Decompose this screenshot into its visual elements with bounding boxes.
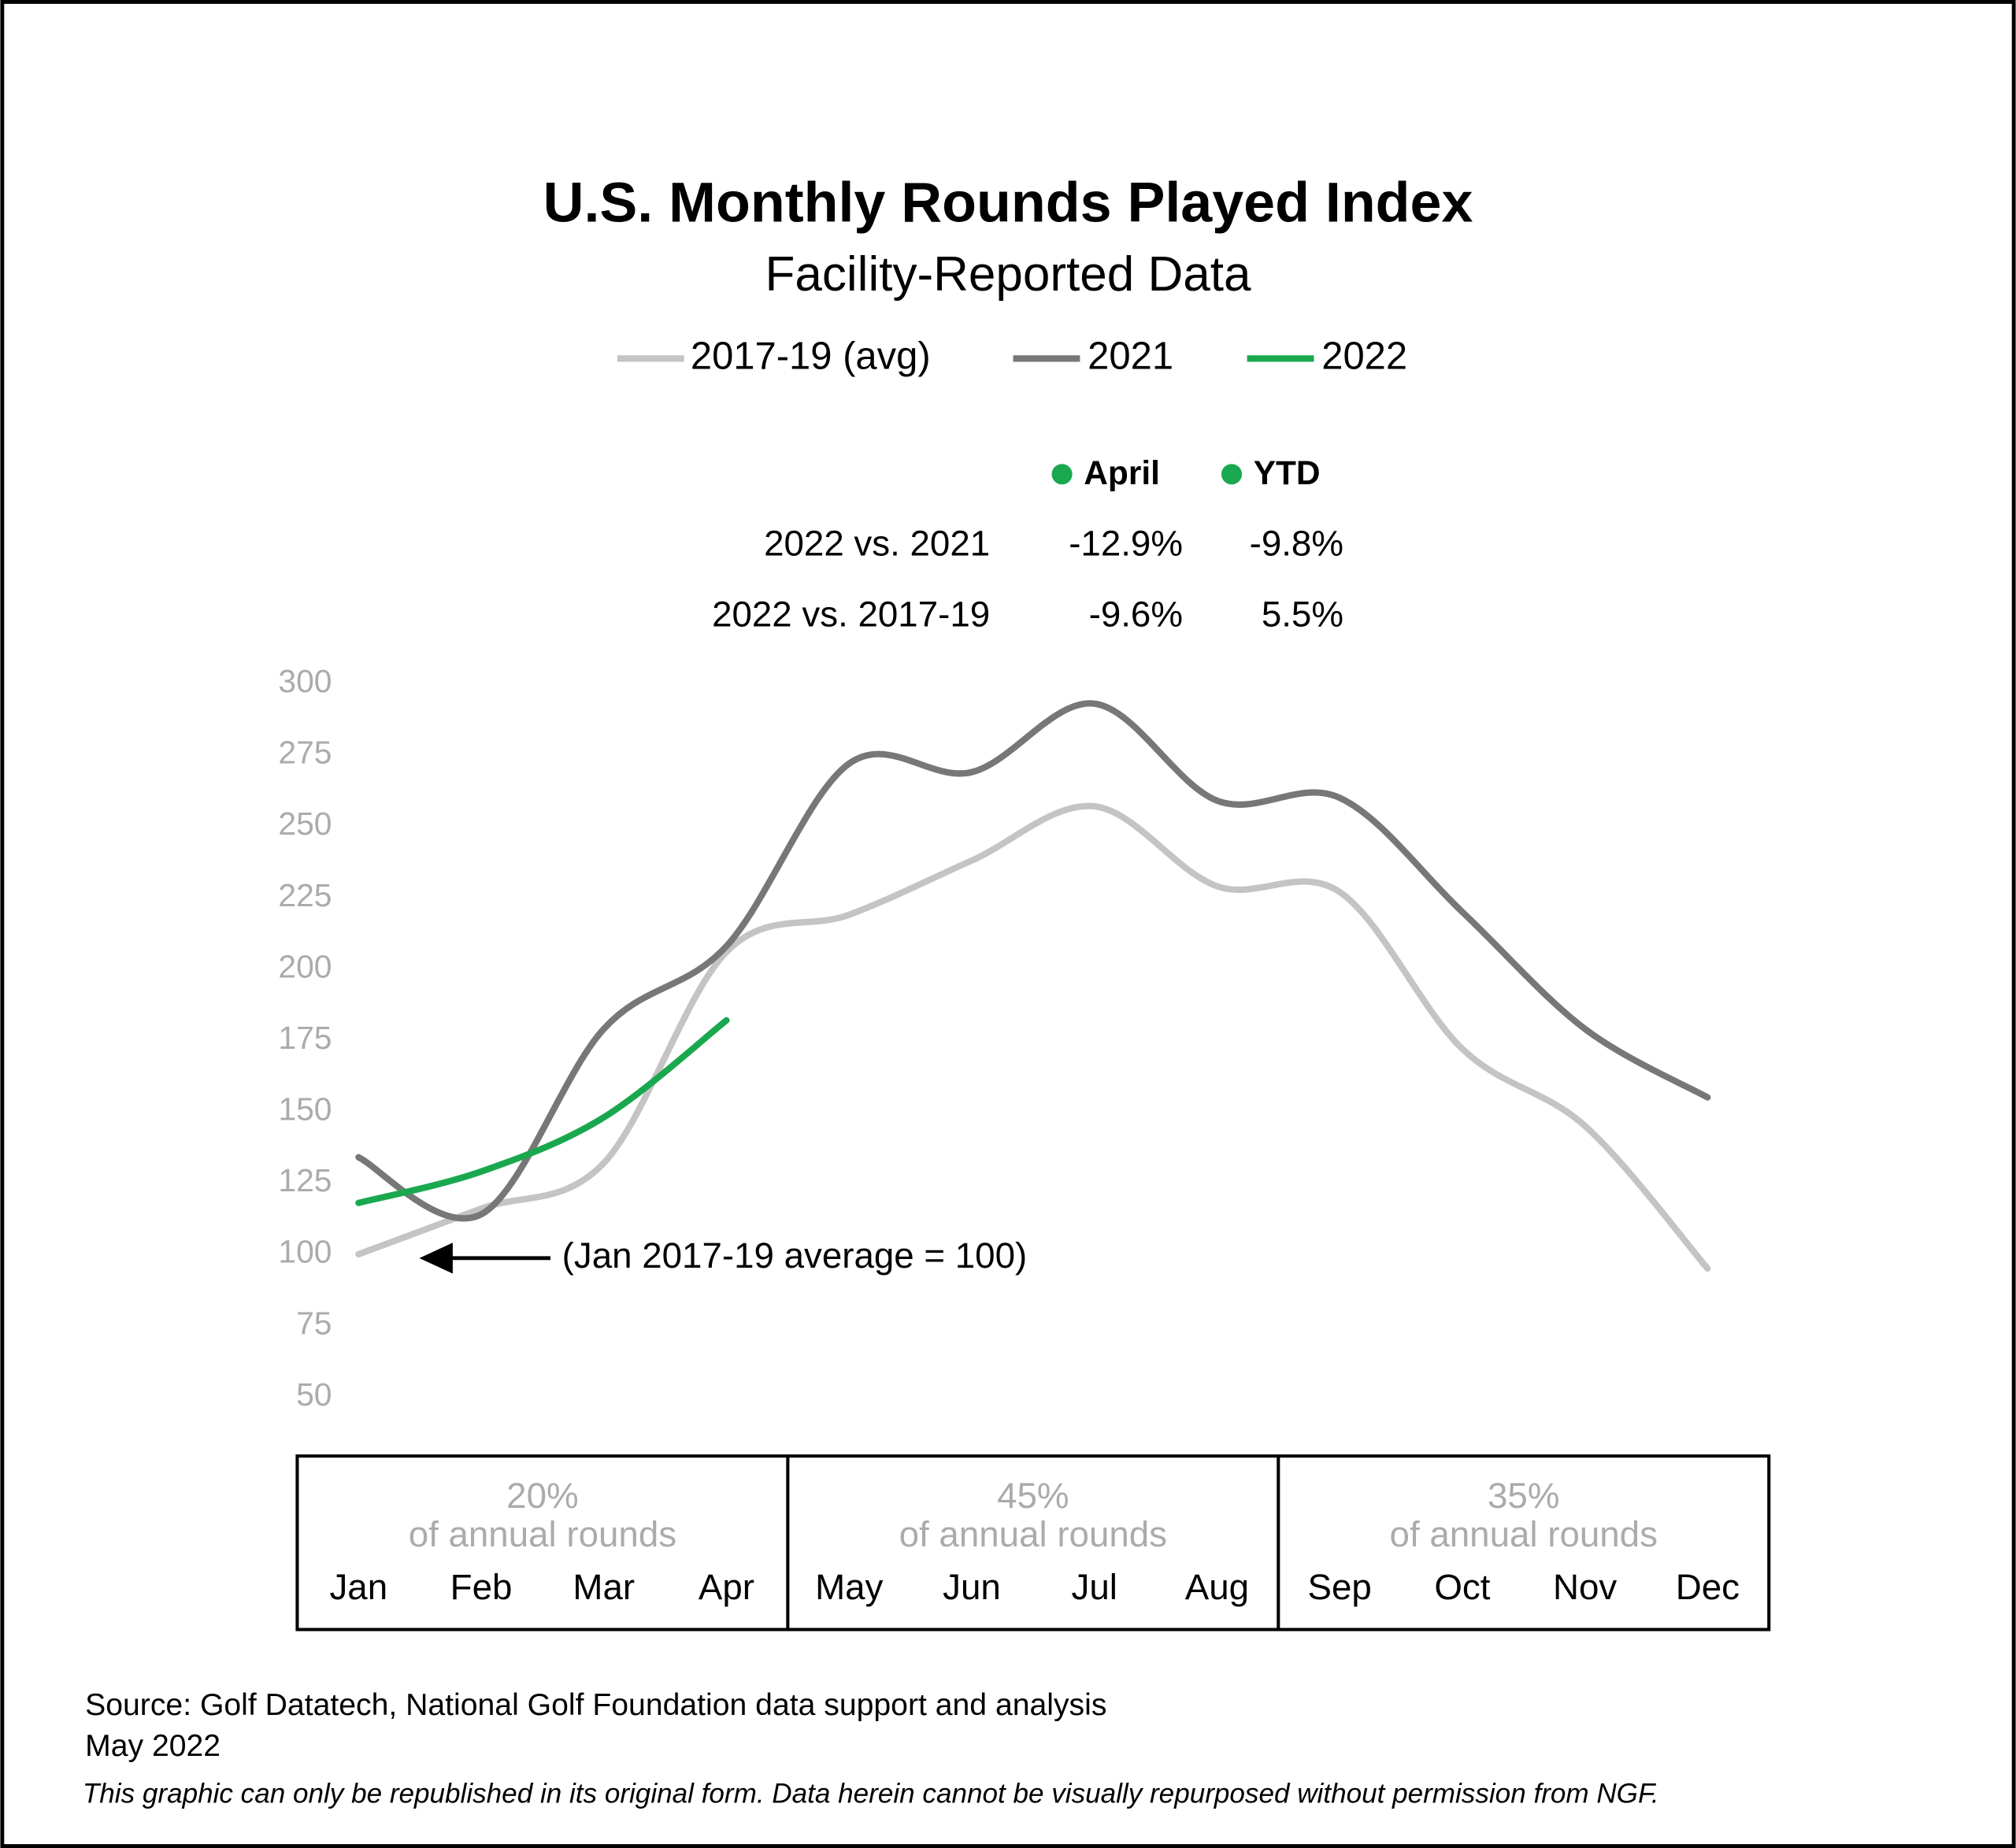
legend-label: 2021: [1088, 335, 1173, 377]
legend-label: 2022: [1321, 335, 1407, 377]
x-tick-label: Nov: [1553, 1567, 1617, 1607]
y-tick-label: 225: [278, 877, 332, 913]
x-tick-label: Feb: [450, 1567, 513, 1607]
x-tick-label: Aug: [1185, 1567, 1249, 1607]
disclaimer: This graphic can only be republished in …: [83, 1778, 1659, 1809]
x-tick-label: Jun: [943, 1567, 1001, 1607]
series-line: [355, 700, 1711, 1222]
stats-value: -12.9%: [1069, 524, 1183, 564]
y-tick-label: 275: [278, 735, 332, 771]
x-tick-label: May: [815, 1567, 883, 1607]
y-tick-label: 100: [278, 1234, 332, 1270]
stats-marker: [1051, 464, 1073, 485]
y-tick-label: 250: [278, 805, 332, 842]
x-tick-label: Sep: [1308, 1567, 1372, 1607]
annotation-arrowhead: [419, 1242, 453, 1274]
legend-label: 2017-19 (avg): [691, 335, 931, 377]
y-tick-label: 175: [278, 1020, 332, 1056]
x-tick-label: Dec: [1676, 1567, 1740, 1607]
y-tick-label: 75: [296, 1305, 332, 1341]
stats-header: April: [1084, 454, 1160, 491]
x-tick-label: Apr: [699, 1567, 754, 1607]
period-share: 35%: [1488, 1476, 1559, 1516]
annotation: (Jan 2017-19 average = 100): [562, 1235, 1028, 1276]
y-tick-label: 125: [278, 1162, 332, 1198]
period-label: of annual rounds: [1390, 1514, 1658, 1554]
period-label: of annual rounds: [899, 1514, 1167, 1554]
period-box: [295, 1454, 1771, 1631]
x-tick-label: Jul: [1071, 1567, 1117, 1607]
y-tick-label: 200: [278, 948, 332, 984]
period-share: 45%: [997, 1476, 1069, 1516]
stats-header: YTD: [1254, 454, 1321, 491]
x-tick-label: Jan: [329, 1567, 387, 1607]
x-tick-label: Oct: [1434, 1567, 1490, 1607]
x-tick-label: Mar: [573, 1567, 635, 1607]
date: May 2022: [85, 1729, 220, 1763]
series-line: [355, 802, 1711, 1272]
stats-marker: [1221, 464, 1243, 485]
chart-subtitle: Facility-Reported Data: [765, 247, 1251, 302]
stats-row-label: 2022 vs. 2017-19: [712, 594, 990, 634]
period-share: 20%: [506, 1476, 578, 1516]
series-line: [355, 1017, 730, 1206]
stats-value: -9.8%: [1250, 524, 1343, 564]
period-label: of annual rounds: [409, 1514, 676, 1554]
stats-row-label: 2022 vs. 2021: [764, 524, 990, 564]
source: Source: Golf Datatech, National Golf Fou…: [85, 1688, 1106, 1722]
chart-title: U.S. Monthly Rounds Played Index: [543, 172, 1473, 235]
stats-value: 5.5%: [1262, 594, 1343, 634]
y-tick-label: 50: [296, 1376, 332, 1413]
y-tick-label: 300: [278, 663, 332, 699]
stats-value: -9.6%: [1089, 594, 1183, 634]
y-tick-label: 150: [278, 1091, 332, 1128]
